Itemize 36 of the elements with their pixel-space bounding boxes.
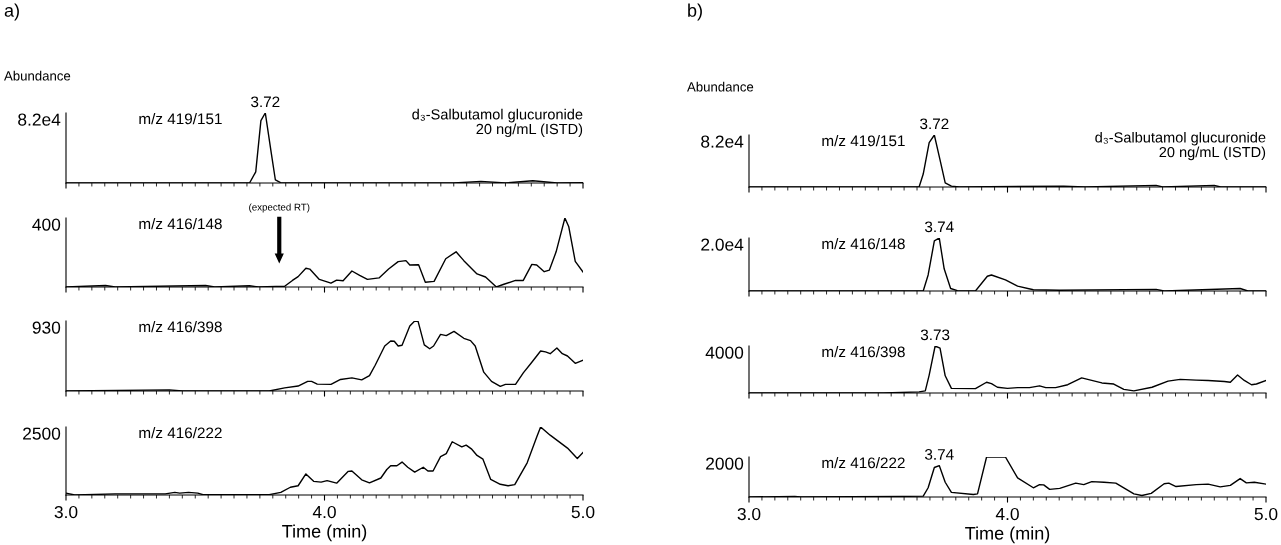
x-tick-label: 3.0 [737, 507, 761, 521]
x-tick-label: 3.0 [54, 505, 78, 519]
text: 400 [32, 218, 61, 231]
annotation: m/z 416/398 [139, 321, 222, 333]
text: 930 [32, 321, 61, 334]
annotation: 3.72 [920, 118, 949, 130]
y-axis-title: Abundance [687, 81, 754, 92]
x-tick-label: 4.0 [312, 505, 336, 519]
x-axis-title: Time (min) [282, 524, 367, 542]
annotation: m/z 416/222 [139, 427, 222, 439]
annotation: m/z 419/151 [139, 113, 222, 125]
text: 8.2e4 [18, 113, 61, 126]
chart-title: b) [688, 3, 702, 21]
annotation: m/z 416/222 [822, 457, 905, 469]
annotation: m/z 416/148 [139, 218, 222, 230]
annotation: d₃-Salbutamol glucuronide 20 ng/mL (ISTD) [1095, 131, 1266, 161]
annotation: m/z 416/148 [822, 238, 905, 250]
annotation: 3.74 [924, 221, 954, 233]
annotation: d₃-Salbutamol glucuronide 20 ng/mL (ISTD) [412, 108, 583, 138]
text: 8.2e4 [701, 135, 744, 148]
y-axis-title: Abundance [4, 70, 71, 81]
x-tick-label: 4.0 [995, 507, 1019, 521]
x-tick-label: 5.0 [571, 505, 595, 519]
annotation: 3.72 [251, 96, 280, 108]
x-tick-label: 5.0 [1254, 507, 1278, 521]
text: 2500 [23, 427, 61, 440]
text: 2000 [706, 457, 744, 470]
x-axis-title: Time (min) [965, 526, 1050, 544]
text: 4000 [705, 346, 744, 359]
annotation: 3.74 [924, 448, 954, 460]
annotation: m/z 416/398 [822, 346, 905, 358]
annotation: m/z 419/151 [822, 135, 905, 147]
text: 2.0e4 [701, 238, 744, 251]
annotation: 3.73 [920, 329, 950, 341]
chart-title: a) [4, 3, 19, 21]
text: (expected RT) [249, 203, 310, 213]
